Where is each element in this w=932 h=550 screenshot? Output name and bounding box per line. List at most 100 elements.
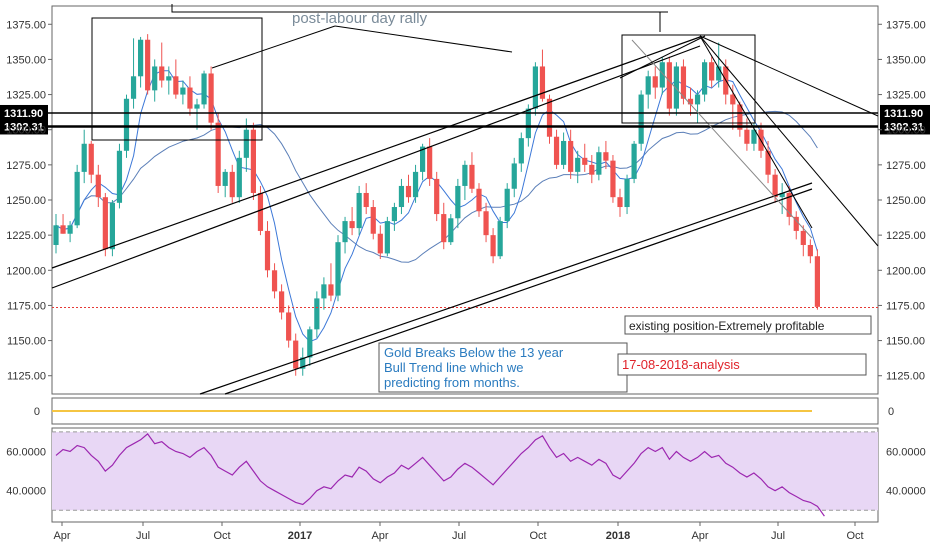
candle (582, 143, 588, 172)
candle-body (807, 244, 813, 257)
price-label-left-text: 1302.31 (4, 121, 44, 133)
candle-body (673, 66, 679, 109)
candle-body (814, 256, 820, 307)
candle-body (81, 143, 87, 172)
candle (250, 122, 256, 200)
candle (575, 150, 581, 184)
candle (222, 169, 228, 198)
candle-body (617, 197, 623, 208)
bull-trend-line-upper-2 (51, 45, 701, 289)
candle-body (138, 39, 144, 77)
candle-body (398, 185, 405, 208)
candlesticks (53, 34, 820, 376)
candle (490, 228, 496, 264)
bull-trend-line-lower-2 (224, 188, 813, 395)
candle-body (279, 291, 285, 313)
candle-body (687, 98, 694, 105)
candle-body (293, 340, 299, 369)
candle (187, 76, 193, 116)
candle (74, 164, 80, 229)
candle-body (694, 94, 701, 105)
fan-line-2 (699, 35, 879, 247)
candle-body (370, 207, 376, 234)
price-tick-left: 1325.00 (6, 90, 46, 102)
candle-body (187, 87, 193, 109)
candle (744, 118, 750, 151)
candle (624, 174, 630, 215)
candle (617, 188, 623, 217)
candle-body (652, 76, 658, 88)
candle-body (751, 129, 757, 144)
candle-body (60, 225, 66, 234)
candle (427, 138, 433, 186)
candle-body (716, 66, 722, 81)
price-tick-left: 1200.00 (6, 265, 46, 277)
candle (532, 62, 538, 116)
candle-body (208, 73, 214, 123)
rsi-tick-left: 60.0000 (6, 447, 46, 459)
candle-body (779, 192, 785, 198)
candle-body (314, 298, 320, 330)
candle-body (321, 284, 327, 299)
candle (694, 90, 701, 123)
time-tick-label: Oct (213, 530, 230, 542)
candle-body (335, 242, 341, 296)
candle-body (525, 108, 531, 139)
candle (95, 164, 101, 208)
candle (391, 202, 397, 231)
candle-body (765, 150, 771, 175)
candle-body (427, 146, 433, 179)
candle-body (243, 129, 249, 158)
candle (455, 178, 461, 229)
candle-body (271, 270, 278, 292)
candle-body (568, 140, 574, 172)
candle-body (624, 178, 630, 208)
rally-annotation: post-labour day rally (292, 10, 428, 27)
candle (518, 132, 524, 172)
candle-body (596, 152, 602, 175)
price-tick-right: 1175.00 (886, 300, 925, 312)
candle-body (631, 143, 637, 179)
candle (236, 150, 242, 203)
time-tick-label: Apr (53, 530, 70, 542)
candle-body (391, 207, 397, 222)
candle (363, 183, 369, 215)
candle (109, 200, 115, 257)
candle (800, 225, 806, 257)
candle-body (180, 87, 186, 95)
price-label-left (0, 104, 48, 121)
candle (264, 221, 271, 278)
candle-body (786, 192, 792, 217)
candle-body (88, 143, 94, 175)
candle-body (95, 174, 101, 198)
candle (511, 157, 517, 198)
analysis-date-label: 17-08-2018-analysis (622, 357, 740, 372)
candle-body (680, 66, 687, 99)
candle (370, 200, 376, 240)
price-tick-right: 1200.00 (886, 265, 926, 277)
candle-body (152, 66, 158, 91)
candle-body (702, 62, 708, 95)
candle-body (518, 138, 524, 164)
candle (412, 164, 419, 203)
time-tick-label: Oct (846, 530, 863, 542)
candle (568, 129, 574, 179)
gold-breaks-line-2: Bull Trend line which we (384, 360, 523, 375)
candle-body (215, 122, 221, 186)
price-tick-left: 1225.00 (6, 230, 46, 242)
candle-body (342, 221, 348, 243)
price-tick-left: 1300.00 (6, 125, 46, 137)
price-tick-right: 1325.00 (886, 90, 926, 102)
time-tick-label: Apr (371, 530, 388, 542)
candle (737, 101, 743, 137)
rsi-band (52, 431, 878, 511)
rally-pointer-1 (211, 25, 336, 69)
slow-moving-average (55, 110, 818, 263)
candle (229, 164, 235, 203)
candle-body (546, 98, 553, 137)
fan-line-1 (699, 35, 879, 117)
candle (307, 326, 313, 366)
candle-body (328, 284, 334, 296)
candle (377, 225, 383, 260)
